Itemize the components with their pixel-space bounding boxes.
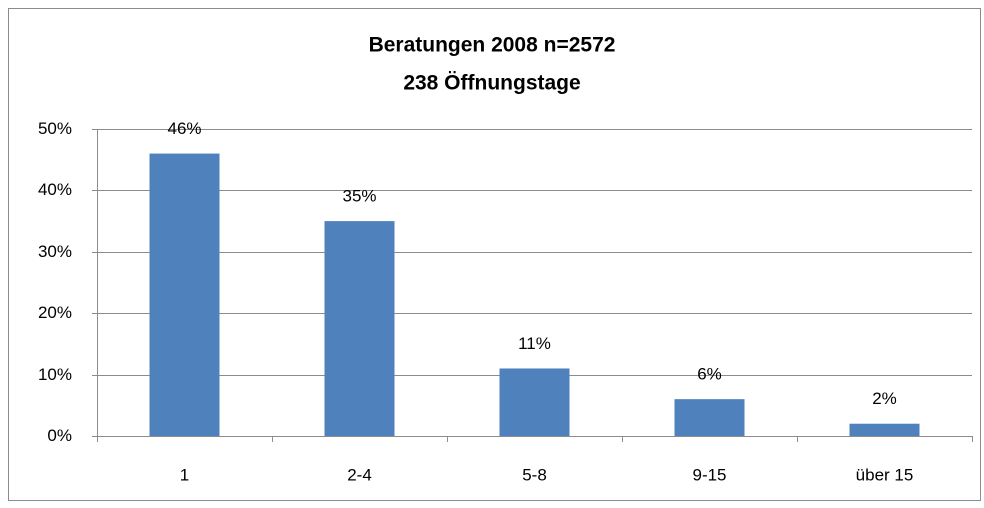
- y-tick-label: 50%: [38, 119, 72, 138]
- data-label: 46%: [167, 119, 201, 138]
- chart-title: Beratungen 2008 n=2572: [369, 34, 616, 57]
- bar: [499, 368, 570, 436]
- y-tick-label: 20%: [38, 303, 72, 322]
- bar: [849, 423, 920, 436]
- y-tick-label: 10%: [38, 365, 72, 384]
- bar: [324, 221, 395, 436]
- data-label: 11%: [518, 334, 551, 353]
- y-tick-label: 0%: [47, 426, 72, 445]
- chart-subtitle: 238 Öffnungstage: [403, 72, 580, 95]
- x-tick-label: über 15: [856, 465, 914, 484]
- data-label: 2%: [872, 389, 897, 408]
- data-label: 35%: [342, 187, 376, 206]
- x-tick-label: 9-15: [692, 465, 726, 484]
- x-tick-label: 5-8: [522, 465, 547, 484]
- y-tick-label: 30%: [38, 242, 72, 261]
- data-label: 6%: [697, 365, 722, 384]
- y-tick-label: 40%: [38, 180, 72, 199]
- x-tick-label: 1: [180, 465, 189, 484]
- bar: [149, 153, 220, 436]
- x-tick-label: 2-4: [347, 465, 372, 484]
- bar: [674, 399, 745, 436]
